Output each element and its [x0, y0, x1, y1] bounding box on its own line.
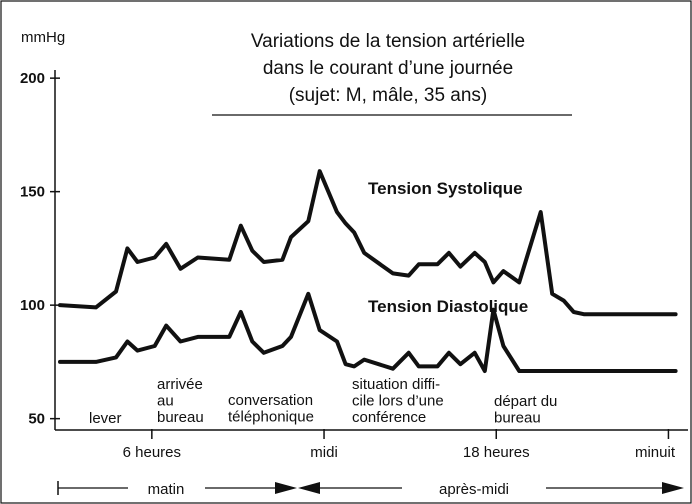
y-tick-label: 50 [28, 411, 45, 428]
diastolic-line [58, 291, 678, 373]
event-annotation-text: situation diffi- [352, 376, 440, 393]
event-annotation: situation diffi-cile lors d’uneconférenc… [352, 376, 444, 426]
period-arrowhead [662, 482, 684, 494]
x-tick-label: minuit [635, 444, 676, 461]
series-layer [58, 169, 678, 373]
event-annotation-text: bureau [157, 409, 204, 426]
event-annotation-text: cile lors d’une [352, 393, 444, 410]
period-label: après-midi [439, 481, 509, 498]
chart-title-line: (sujet: M, mâle, 35 ans) [289, 85, 488, 106]
event-annotation-text: téléphonique [228, 409, 314, 426]
period-arrowhead [275, 482, 297, 494]
event-annotation-text: bureau [494, 410, 541, 427]
chart-title-line: dans le courant d’une journée [263, 58, 513, 79]
x-tick-label: 18 heures [463, 444, 530, 461]
event-annotation-text: lever [89, 410, 122, 427]
axes-layer: mmHg 50 100 150 200 6 heures midi 18 heures minu… [20, 29, 688, 461]
y-tick-label: 100 [20, 297, 45, 314]
x-tick-label: midi [310, 444, 338, 461]
chart-title: Variations de la tension artérielle dans … [212, 31, 572, 116]
period-arrowhead [298, 482, 320, 494]
event-annotation-text: au [157, 393, 174, 410]
systolic-label: Tension Systolique [368, 179, 523, 198]
y-tick-label: 150 [20, 184, 45, 201]
x-tick-label: 6 heures [123, 444, 181, 461]
event-annotation-text: départ du [494, 393, 557, 410]
diastolic-label: Tension Diastolique [368, 297, 528, 316]
event-annotation-text: conversation [228, 392, 313, 409]
y-tick-label: 200 [20, 70, 45, 87]
event-annotation-text: arrivée [157, 376, 203, 393]
annotations-layer: leverarrivéeaubureauconversationtéléphon… [89, 376, 557, 427]
systolic-line [58, 169, 678, 317]
labels-layer: Tension Systolique Tension Diastolique [368, 179, 528, 316]
chart-title-line: Variations de la tension artérielle [251, 31, 525, 52]
event-annotation: lever [89, 410, 122, 427]
y-axis-label: mmHg [21, 29, 65, 46]
period-label: matin [148, 481, 185, 498]
periods-layer: matin après-midi [57, 481, 684, 498]
event-annotation-text: conférence [352, 409, 426, 426]
